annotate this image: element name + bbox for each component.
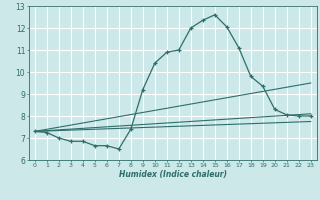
X-axis label: Humidex (Indice chaleur): Humidex (Indice chaleur) bbox=[119, 170, 227, 179]
